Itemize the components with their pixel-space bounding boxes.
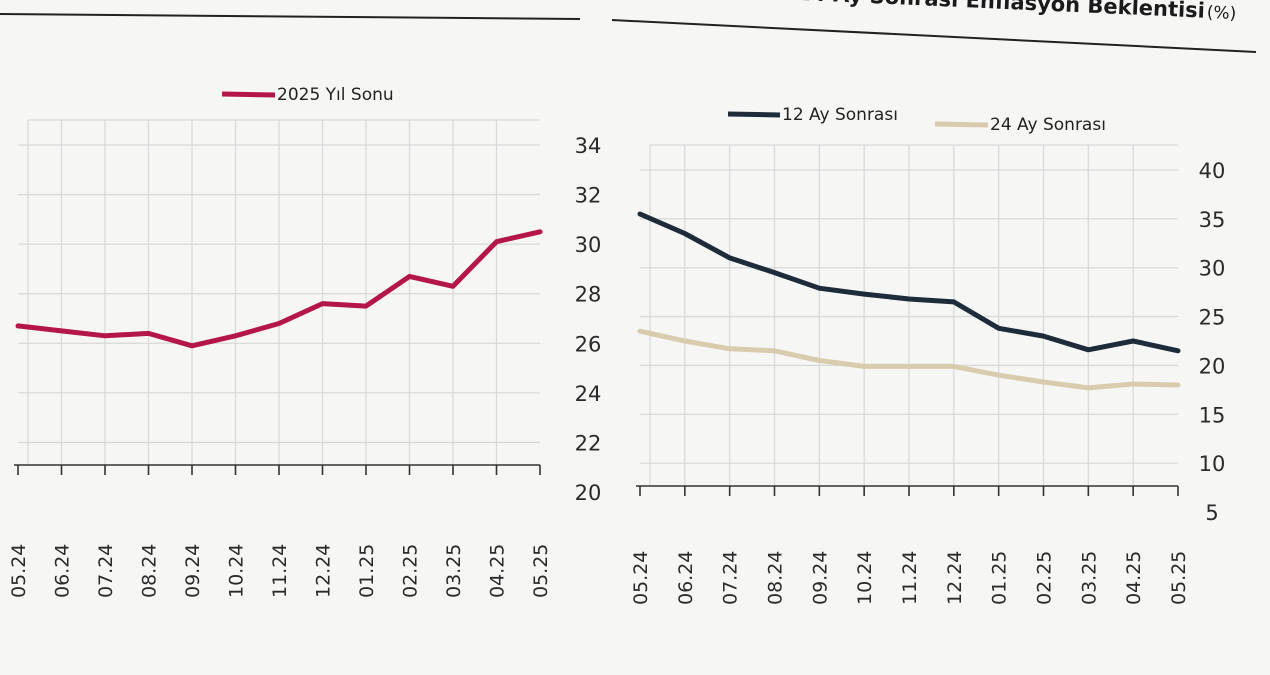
chart-2-series-1-point (773, 271, 776, 274)
chart-2-series-2-point (818, 359, 821, 362)
chart-1-legend-label-1: 2025 Yıl Sonu (277, 85, 394, 105)
chart-1-xtick-label: 02.25 (400, 544, 422, 598)
chart-2-series-1-point (1177, 349, 1180, 352)
chart-1-ytick-label: 30 (575, 233, 602, 257)
chart-2-legend-swatch-1 (727, 111, 781, 118)
chart-2-legend-label-2: 24 Ay Sonrası (990, 115, 1106, 135)
chart-2-series-2-point (773, 349, 776, 352)
chart-2-series-1-point (1087, 348, 1090, 351)
chart-1-xtick-label: 04.25 (487, 544, 509, 598)
left-header-rule (0, 13, 581, 20)
chart-2-series-1-point (997, 327, 1000, 330)
chart-2-xtick-label: 04.25 (1123, 551, 1145, 605)
chart-2-ytick-label: 5 (1205, 501, 1218, 525)
chart-2-series-2-point (1132, 382, 1135, 385)
chart-2-xtick-label: 05.25 (1168, 551, 1190, 605)
chart-2-series-2-point (997, 374, 1000, 377)
chart-2-legend-label-1: 12 Ay Sonrası (782, 105, 898, 125)
chart-1-series-1-point (408, 275, 411, 278)
chart-1-ytick-label: 26 (575, 332, 602, 356)
chart-1-xtick-label: 05.24 (8, 544, 30, 598)
chart-2: 5 10 15 20 25 30 35 40 05.24 06.24 07.24 08.24 09.24… (630, 105, 1225, 605)
chart-2-ytick-label: 40 (1199, 159, 1226, 183)
chart-1-series-1-point (321, 302, 324, 305)
chart-2-xtick-label: 07.24 (720, 551, 742, 605)
chart-2-ytick-label: 20 (1199, 354, 1226, 378)
chart-2-series-1-point (908, 297, 911, 300)
chart-1-series-1-point (17, 324, 20, 327)
chart-2-title-unit: (%) (1206, 3, 1236, 24)
chart-2-ytick-label: 25 (1199, 306, 1226, 330)
chart-2-xtick-label: 03.25 (1078, 551, 1100, 605)
chart-2-series-1-point (728, 256, 731, 259)
chart-1-series-1-point (234, 334, 237, 337)
chart-1-xtick-label: 09.24 (182, 544, 204, 598)
chart-2-ytick-label: 35 (1199, 208, 1226, 232)
chart-1-series-1-point (60, 329, 63, 332)
chart-2-xtick-label: 12.24 (944, 551, 966, 605)
chart-1-ytick-label: 22 (575, 431, 602, 455)
chart-1-series-1-point (104, 334, 107, 337)
chart-2-series-2-point (863, 365, 866, 368)
chart-1-xtick-label: 03.25 (443, 544, 465, 598)
chart-1-series-1-point (278, 322, 281, 325)
chart-1-xtick-label: 11.24 (269, 544, 291, 598)
chart-1-series-1-point (365, 305, 368, 308)
chart-1: 20 22 24 26 28 30 32 34 05.24 06.24 07.24 08.24 09.2… (8, 85, 601, 598)
chart-2-series-2-point (728, 347, 731, 350)
chart-2-series-2-line (637, 328, 1181, 391)
chart-2-series-1-point (683, 232, 686, 235)
chart-2-series-1-point (818, 287, 821, 290)
chart-2-legend-swatch-2 (934, 121, 989, 128)
chart-2-series-1-point (952, 300, 955, 303)
chart-1-ytick-label: 32 (575, 184, 602, 208)
chart-2-series-2-point (1087, 386, 1090, 389)
chart-2-xtick-label: 01.25 (989, 551, 1011, 605)
chart-2-title-text: 12 ve 24 Ay Sonrası Enflasyon Beklentisi (725, 0, 1206, 23)
chart-2-ytick-label: 10 (1199, 452, 1226, 476)
chart-1-ytick-label: 20 (575, 481, 602, 505)
chart-2-xtick-label: 02.25 (1034, 551, 1056, 605)
chart-1-ytick-label: 24 (575, 382, 602, 406)
chart-1-xtick-label: 07.24 (95, 544, 117, 598)
chart-2-series-2-point (908, 365, 911, 368)
chart-1-xtick-label: 08.24 (139, 544, 161, 598)
chart-2-xtick-label: 09.24 (809, 551, 831, 605)
chart-1-legend-swatch-1 (221, 91, 276, 98)
chart-2-title: 12 ve 24 Ay Sonrası Enflasyon Beklentisi… (725, 0, 1237, 24)
chart-1-ytick-label: 28 (575, 283, 602, 307)
chart-2-xtick-label: 11.24 (899, 551, 921, 605)
chart-1-series-1-point (495, 240, 498, 243)
chart-2-xtick-label: 10.24 (854, 551, 876, 605)
chart-2-xtick-label: 05.24 (630, 551, 652, 605)
chart-2-series-2-point (1177, 383, 1180, 386)
chart-1-series-1-point (539, 230, 542, 233)
chart-2-series-1-point (1042, 335, 1045, 338)
chart-2-series-1-point (863, 293, 866, 296)
chart-1-ytick-label: 34 (575, 134, 602, 158)
chart-2-xtick-label: 08.24 (765, 551, 787, 605)
chart-2-ytick-label: 15 (1199, 403, 1226, 427)
chart-1-series-1-point (191, 344, 194, 347)
chart-2-series-2-point (683, 340, 686, 343)
chart-2-series-2-point (639, 330, 642, 333)
chart-1-xtick-label: 10.24 (226, 544, 248, 598)
chart-2-xtick-label: 06.24 (675, 551, 697, 605)
chart-2-ytick-label: 30 (1199, 257, 1226, 281)
chart-1-xtick-label: 05.25 (530, 544, 552, 598)
chart-1-xtick-label: 01.25 (356, 544, 378, 598)
chart-1-xtick-label: 06.24 (52, 544, 74, 598)
chart-1-series-1-point (147, 332, 150, 335)
chart-2-series-2-point (1042, 381, 1045, 384)
chart-2-series-2-point (952, 365, 955, 368)
chart-1-series-1-line (15, 229, 543, 349)
right-header-rule (611, 19, 1257, 53)
chart-2-series-1-point (1132, 340, 1135, 343)
chart-2-series-1-line (637, 211, 1181, 354)
chart-2-series-1-point (639, 212, 642, 215)
chart-1-series-1-point (452, 285, 455, 288)
chart-1-xtick-label: 12.24 (313, 544, 335, 598)
